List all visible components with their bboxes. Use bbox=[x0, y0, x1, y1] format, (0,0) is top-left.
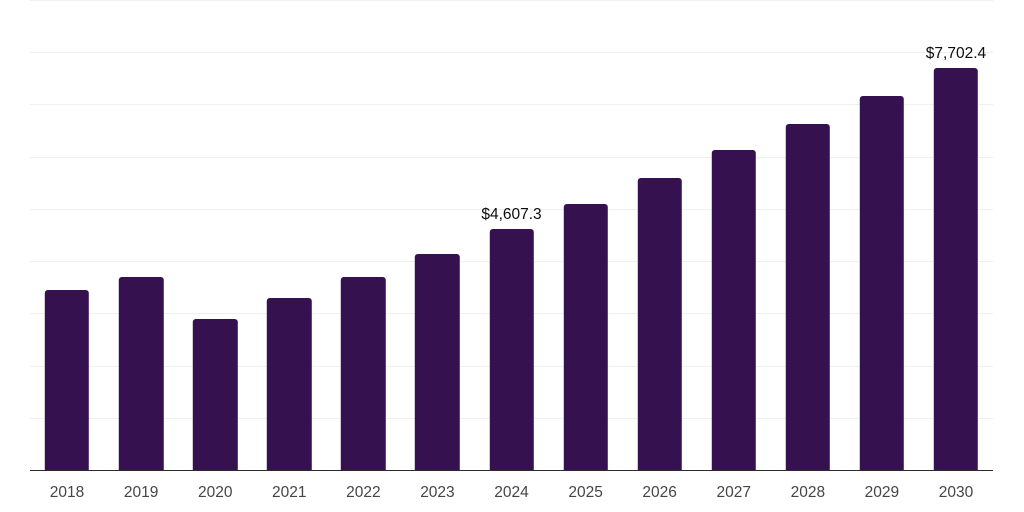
bar-2025 bbox=[563, 204, 608, 470]
bar-slot-2019 bbox=[104, 0, 178, 470]
bar-2020 bbox=[192, 319, 238, 470]
x-axis-labels: 2018 2019 2020 2021 2022 2023 2024 2025 2026 2027… bbox=[30, 484, 993, 503]
x-axis-label-2019: 2019 bbox=[123, 484, 159, 501]
bar-slot-2024: $4,607.3 bbox=[474, 0, 548, 470]
x-axis-label-2021: 2021 bbox=[272, 484, 307, 501]
bar-slot-2025 bbox=[549, 0, 623, 470]
data-label-2030: $7,702.4 bbox=[925, 44, 987, 62]
x-axis-label-2029: 2029 bbox=[864, 484, 900, 501]
bar-2026 bbox=[637, 177, 682, 470]
bar-slot-2022 bbox=[326, 0, 400, 470]
bar-slot-2029 bbox=[845, 0, 919, 470]
x-axis-label-2018: 2018 bbox=[49, 484, 85, 501]
bar-2030 bbox=[933, 67, 979, 470]
bar-2029 bbox=[859, 95, 905, 470]
gridline-9000 bbox=[30, 0, 993, 1]
bar-slot-2030: $7,702.4 bbox=[919, 0, 993, 470]
gridline-7000 bbox=[30, 104, 993, 106]
bar-slot-2023 bbox=[400, 0, 474, 470]
x-axis-label-2023: 2023 bbox=[420, 484, 455, 501]
bar-2024 bbox=[489, 229, 534, 470]
x-axis-label-2026: 2026 bbox=[642, 484, 677, 501]
bar-slot-2018 bbox=[30, 0, 104, 470]
bar-2022 bbox=[341, 276, 386, 470]
bar-2028 bbox=[785, 124, 831, 470]
bar-slot-2021 bbox=[252, 0, 326, 470]
bar-slot-2020 bbox=[178, 0, 252, 470]
bar-2018 bbox=[44, 290, 90, 470]
bar-slot-2028 bbox=[771, 0, 845, 470]
x-axis-label-2022: 2022 bbox=[346, 484, 381, 501]
x-axis-label-2027: 2027 bbox=[716, 484, 751, 501]
data-label-2024: $4,607.3 bbox=[481, 206, 542, 224]
x-axis-label-2024: 2024 bbox=[494, 484, 529, 501]
x-axis-label-2028: 2028 bbox=[790, 484, 826, 501]
gridline-6000 bbox=[30, 156, 993, 158]
plot-area: $4,607.3 $7,702.4 bbox=[30, 0, 993, 471]
x-axis-label-2025: 2025 bbox=[568, 484, 603, 501]
bar-slot-2027 bbox=[697, 0, 771, 470]
gridline-5000 bbox=[30, 208, 993, 210]
bar-2019 bbox=[118, 276, 164, 470]
bar-2027 bbox=[711, 150, 756, 470]
bar-2023 bbox=[415, 254, 460, 470]
x-axis-label-2020: 2020 bbox=[197, 484, 233, 501]
bar-slot-2026 bbox=[623, 0, 697, 470]
bar-2021 bbox=[267, 297, 312, 470]
x-axis-label-2030: 2030 bbox=[938, 484, 974, 501]
bars-layer: $4,607.3 $7,702.4 bbox=[30, 0, 993, 470]
gridline-8000 bbox=[30, 52, 993, 54]
